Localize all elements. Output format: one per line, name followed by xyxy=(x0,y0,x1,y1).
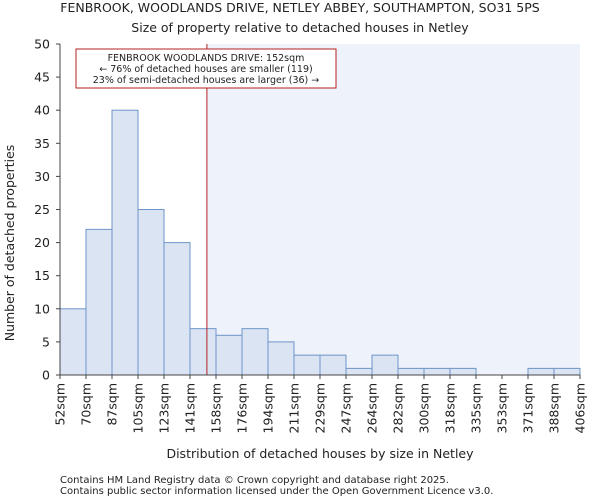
annotation-line-2: ← 76% of detached houses are smaller (11… xyxy=(99,64,312,75)
bar-194sqm xyxy=(267,341,295,376)
bar-158sqm xyxy=(215,334,243,376)
x-tick-label-353sqm: 353sqm xyxy=(495,383,510,433)
y-axis-label: Number of detached properties xyxy=(2,145,17,342)
y-tick-label-25: 25 xyxy=(34,202,50,217)
y-tick-label-50: 50 xyxy=(34,37,50,52)
y-ticks-group: 0 5 10 15 20 25 30 35 40 45 50 xyxy=(34,37,60,383)
x-tick-label-194sqm: 194sqm xyxy=(261,383,276,433)
bars-group xyxy=(59,109,581,376)
x-tick-label-52sqm: 52sqm xyxy=(53,383,68,426)
x-tick-label-211sqm: 211sqm xyxy=(287,383,302,433)
annotation-line-1: FENBROOK WOODLANDS DRIVE: 152sqm xyxy=(108,53,305,64)
footer-copyright: Contains HM Land Registry data © Crown c… xyxy=(60,475,449,486)
x-tick-label-371sqm: 371sqm xyxy=(521,383,536,433)
bar-141sqm xyxy=(189,328,217,376)
x-tick-label-87sqm: 87sqm xyxy=(105,383,120,426)
x-tick-label-141sqm: 141sqm xyxy=(183,383,198,433)
chart-title: FENBROOK, WOODLANDS DRIVE, NETLEY ABBEY,… xyxy=(60,0,540,15)
x-tick-label-247sqm: 247sqm xyxy=(339,383,354,433)
bar-371sqm xyxy=(527,367,555,376)
highlight-region xyxy=(206,44,580,375)
y-tick-label-15: 15 xyxy=(34,268,50,283)
x-tick-label-229sqm: 229sqm xyxy=(313,383,328,433)
bar-300sqm xyxy=(423,367,451,376)
x-ticks-group: 52sqm 70sqm 87sqm 105sqm 123sqm 141sqm 158sqm 1… xyxy=(53,375,588,433)
bar-123sqm xyxy=(163,242,191,376)
y-tick-label-10: 10 xyxy=(34,301,50,316)
y-tick-label-35: 35 xyxy=(34,136,50,151)
bar-105sqm xyxy=(137,209,165,376)
x-tick-label-105sqm: 105sqm xyxy=(131,383,146,433)
x-tick-label-318sqm: 318sqm xyxy=(443,383,458,433)
bar-388sqm xyxy=(553,367,581,376)
x-tick-label-264sqm: 264sqm xyxy=(365,383,380,433)
highlight-area xyxy=(206,44,580,375)
bar-282sqm xyxy=(397,367,425,376)
footer-licence: Contains public sector information licen… xyxy=(60,486,493,497)
bar-70sqm xyxy=(85,228,113,376)
bar-229sqm xyxy=(319,354,347,376)
y-tick-label-45: 45 xyxy=(34,70,50,85)
bar-176sqm xyxy=(241,328,269,376)
x-tick-label-388sqm: 388sqm xyxy=(547,383,562,433)
bar-264sqm xyxy=(371,354,399,376)
bar-87sqm xyxy=(111,109,139,376)
annotation-line-3: 23% of semi-detached houses are larger (… xyxy=(93,75,320,86)
x-tick-label-282sqm: 282sqm xyxy=(391,383,406,433)
x-tick-label-70sqm: 70sqm xyxy=(79,383,94,426)
y-tick-label-5: 5 xyxy=(42,334,50,349)
x-tick-label-123sqm: 123sqm xyxy=(157,383,172,433)
chart-subtitle: Size of property relative to detached ho… xyxy=(131,20,469,35)
bar-318sqm xyxy=(449,367,477,376)
bar-247sqm xyxy=(345,367,373,376)
x-axis-label: Distribution of detached houses by size … xyxy=(166,446,474,461)
annotation-box: FENBROOK WOODLANDS DRIVE: 152sqm ← 76% o… xyxy=(75,48,337,89)
bar-211sqm xyxy=(293,354,321,376)
y-tick-label-0: 0 xyxy=(42,368,50,383)
x-tick-label-176sqm: 176sqm xyxy=(235,383,250,433)
x-tick-label-335sqm: 335sqm xyxy=(469,383,484,433)
x-tick-label-406sqm: 406sqm xyxy=(573,383,588,433)
x-tick-label-158sqm: 158sqm xyxy=(209,383,224,433)
y-tick-label-20: 20 xyxy=(34,235,50,250)
y-tick-label-30: 30 xyxy=(34,169,50,184)
y-tick-label-40: 40 xyxy=(34,103,50,118)
x-tick-label-300sqm: 300sqm xyxy=(417,383,432,433)
bar-52sqm xyxy=(59,308,87,376)
annotation-border xyxy=(75,48,337,89)
